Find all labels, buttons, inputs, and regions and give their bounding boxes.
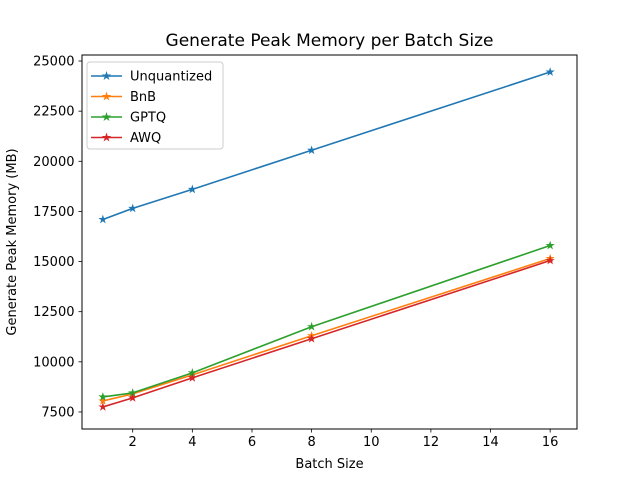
legend-box: Unquantized BnB GPTQ AWQ	[86, 61, 224, 150]
plot-area: 2 4 6 8 10 12 14 16 7500 10000 12500 15000 17500 2000…	[33, 54, 578, 450]
series-marker-awq	[128, 393, 138, 402]
legend-label-awq: AWQ	[130, 131, 161, 146]
series-marker-awq	[545, 255, 555, 265]
series-marker-unquantized	[187, 184, 197, 194]
series-marker-unquantized	[307, 145, 317, 155]
x-tick-label: 14	[482, 435, 499, 450]
legend-entry-unquantized: Unquantized	[91, 70, 212, 85]
y-axis-label: Generate Peak Memory (MB)	[5, 148, 20, 335]
axes-frame	[81, 54, 578, 430]
legend-marker-bnb	[101, 91, 112, 101]
x-tick-label: 2	[129, 435, 137, 450]
series-marker-awq	[307, 333, 317, 343]
x-tick-label: 6	[248, 435, 256, 450]
series-marker-unquantized	[98, 214, 108, 224]
legend-label-bnb: BnB	[130, 90, 156, 105]
series-marker-awq	[187, 373, 197, 382]
legend-entry-awq: AWQ	[91, 131, 161, 146]
y-tick-label: 12500	[33, 305, 74, 320]
y-tick-label: 17500	[33, 205, 74, 220]
y-tick-label: 15000	[33, 255, 74, 270]
legend-entry-bnb: BnB	[91, 90, 156, 105]
series-marker-unquantized	[545, 67, 555, 76]
x-axis-label: Batch Size	[295, 457, 363, 472]
legend-frame	[86, 61, 224, 150]
x-tick-label: 8	[307, 435, 315, 450]
legend-marker-awq	[101, 132, 112, 142]
y-tick-label: 20000	[33, 155, 74, 170]
legend-marker-gptq	[101, 112, 112, 122]
y-tick-label: 22500	[33, 105, 74, 120]
x-tick-label: 4	[188, 435, 196, 450]
legend-entry-gptq: GPTQ	[91, 111, 166, 126]
legend-label-gptq: GPTQ	[130, 111, 166, 126]
x-tick-label: 16	[542, 435, 559, 450]
series-marker-unquantized	[128, 203, 138, 213]
legend-marker-unquantized	[101, 71, 112, 81]
series-marker-awq	[98, 402, 108, 411]
series-marker-gptq	[128, 388, 138, 397]
y-tick-label: 7500	[41, 405, 74, 420]
x-tick-label: 10	[363, 435, 380, 450]
legend-label-unquantized: Unquantized	[130, 70, 212, 85]
y-tick-label: 10000	[33, 355, 74, 370]
series-marker-gptq	[187, 368, 197, 377]
series-marker-gptq	[545, 240, 555, 250]
series-marker-bnb	[98, 396, 108, 405]
x-tick-label: 12	[423, 435, 440, 450]
series-marker-gptq	[307, 321, 317, 331]
chart-title: Generate Peak Memory per Batch Size	[166, 31, 494, 51]
series-marker-gptq	[98, 392, 108, 401]
y-tick-label: 25000	[33, 55, 74, 70]
